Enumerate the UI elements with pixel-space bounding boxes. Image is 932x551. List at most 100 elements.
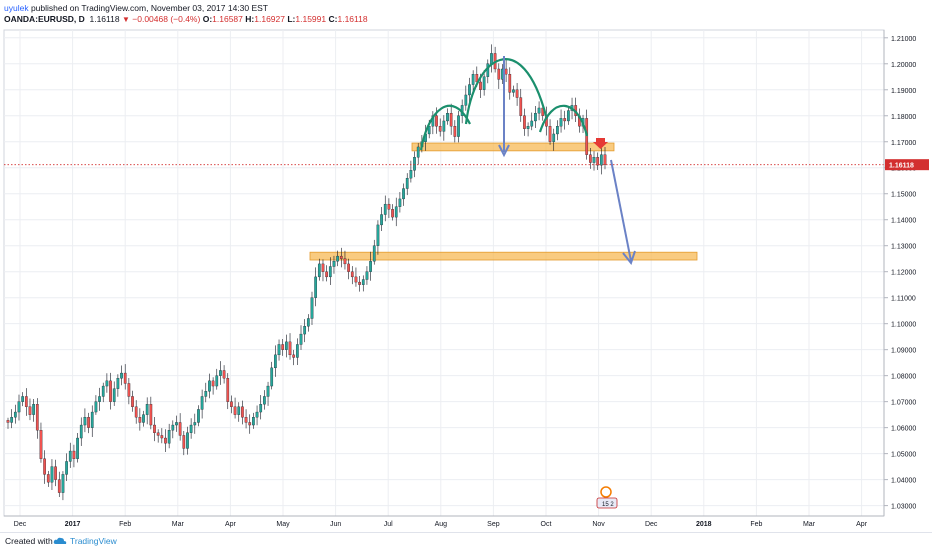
candle-body [471, 74, 475, 85]
candle-body [468, 84, 471, 96]
candle-body [43, 458, 46, 475]
price-axis[interactable]: 1.210001.200001.190001.180001.170001.160… [884, 36, 929, 511]
candle-body [343, 258, 347, 265]
candle-body [131, 396, 134, 407]
candle-body [530, 120, 534, 127]
x-tick-label: Mar [803, 521, 816, 528]
candle-body [416, 146, 420, 158]
target-zone[interactable] [309, 251, 698, 261]
candle-body [552, 133, 556, 142]
time-axis[interactable]: Dec 2017 Feb Mar Apr May Jun Jul Aug Sep Oct Nov Dec… [14, 521, 868, 528]
candle-body [127, 383, 131, 397]
candle-body [211, 380, 215, 387]
candle-body [519, 97, 523, 116]
candle-body [35, 404, 39, 431]
candle-body [387, 203, 391, 210]
candle-body [438, 126, 442, 132]
candle-body [175, 422, 178, 426]
plot-area[interactable] [3, 29, 885, 517]
candle-body [138, 417, 142, 423]
candle-body [98, 396, 101, 402]
candle-body [208, 380, 211, 392]
candle-body [241, 406, 244, 418]
candle-body [559, 118, 563, 127]
candle-body [277, 344, 281, 356]
calendar-event-icon[interactable] [596, 497, 618, 509]
close-label: C: [328, 14, 338, 24]
candle-body [339, 255, 343, 259]
tradingview-brand-link[interactable]: TradingView [70, 536, 117, 546]
candle-body [556, 126, 559, 135]
candle-body [21, 396, 25, 402]
candle-body [523, 115, 526, 129]
y-tick-label: 1.18000 [891, 114, 916, 121]
high-label: H: [245, 14, 255, 24]
candle-body [54, 466, 57, 480]
events-icon[interactable]: 15 2 [596, 486, 618, 509]
head-shoulders-arc[interactable] [419, 104, 471, 151]
y-tick-label: 1.03000 [891, 504, 916, 511]
candle-body [446, 113, 449, 122]
candle-body [588, 154, 592, 163]
y-tick-label: 1.08000 [891, 374, 916, 381]
candle-body [244, 417, 248, 423]
author-link[interactable]: uyulek [4, 3, 29, 13]
candle-body [490, 53, 493, 64]
candle-body [306, 318, 310, 327]
y-tick-label: 1.11000 [891, 296, 916, 303]
candle-body [567, 110, 570, 122]
price-chart[interactable]: 1.210001.200001.190001.180001.170001.160… [0, 0, 932, 532]
candle-body [303, 326, 307, 335]
projection-line[interactable] [610, 159, 632, 262]
y-tick-label: 1.07000 [891, 400, 916, 407]
candle-body [347, 263, 350, 272]
candle-body [354, 276, 358, 283]
candle-body [171, 424, 175, 431]
y-tick-label: 1.17000 [891, 140, 916, 147]
arrow-down-icon [498, 144, 510, 158]
candle-body [585, 118, 589, 155]
candle-body [548, 126, 552, 142]
candle-body [164, 437, 167, 444]
candle-body [83, 417, 87, 426]
candle-body [252, 417, 255, 426]
neckline-zone[interactable] [411, 142, 615, 152]
candle-body [94, 401, 98, 413]
candle-body [87, 417, 90, 428]
x-tick-label: Nov [592, 521, 605, 528]
x-tick-label: Mar [172, 521, 185, 528]
candle-body [17, 401, 21, 413]
candle-body [350, 271, 354, 278]
candle-body [372, 245, 376, 262]
head-shoulders-arc[interactable] [464, 58, 548, 125]
low-label: L: [287, 14, 296, 24]
sell-arrow-icon[interactable] [593, 138, 608, 149]
candle-body [193, 422, 197, 426]
current-price-label: 1.16118 [889, 163, 914, 170]
y-tick-label: 1.21000 [891, 36, 916, 43]
zones [309, 142, 698, 261]
candle-body [142, 414, 145, 423]
candle-body [32, 404, 35, 415]
candle-body [233, 406, 237, 415]
candle-body [409, 170, 413, 179]
x-tick-label: Oct [541, 521, 552, 528]
close-value: 1.16118 [337, 14, 368, 24]
candle-body [285, 341, 288, 350]
candle-body [332, 261, 336, 267]
candle-body [6, 420, 10, 423]
candle-body [197, 409, 200, 423]
head-shoulders-arc[interactable] [538, 104, 589, 137]
candle-body [46, 474, 50, 483]
event-count: 15 2 [602, 502, 614, 508]
candle-body [394, 206, 398, 218]
candle-body [28, 406, 32, 415]
event-circle-icon[interactable] [600, 486, 612, 498]
candle-body [134, 406, 138, 418]
candle-body [222, 370, 226, 379]
candle-body [317, 263, 321, 278]
candle-body [237, 406, 241, 415]
candle-body [248, 422, 252, 426]
candle-body [123, 372, 127, 384]
x-tick-label: Sep [487, 521, 500, 528]
